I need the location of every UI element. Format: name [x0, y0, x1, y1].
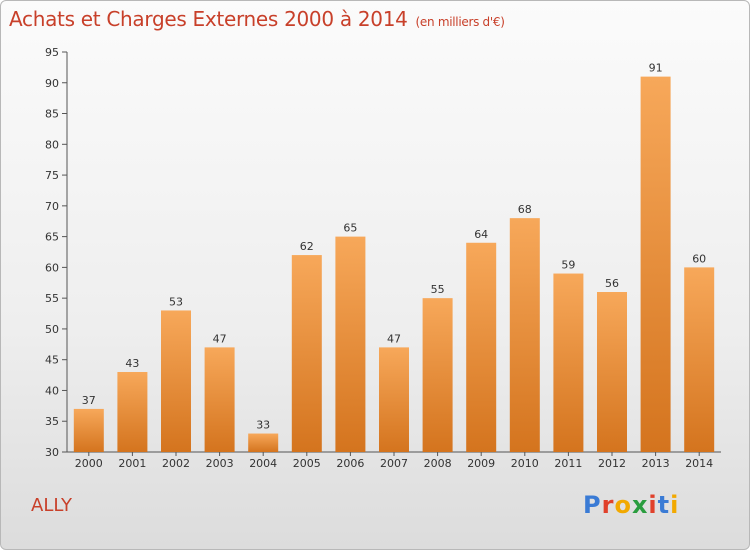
x-tick-label: 2013: [642, 457, 670, 470]
x-tick-label: 2001: [118, 457, 146, 470]
chart-subtitle: (en milliers d'€): [415, 15, 505, 29]
logo-letter: o: [614, 491, 632, 519]
x-tick-label: 2007: [380, 457, 408, 470]
data-label: 91: [649, 62, 663, 75]
x-tick-label: 2010: [511, 457, 539, 470]
y-tick-label: 60: [45, 261, 59, 274]
bar: [335, 236, 366, 452]
x-tick-label: 2004: [249, 457, 277, 470]
x-tick-label: 2003: [206, 457, 234, 470]
bar: [117, 372, 148, 452]
y-tick-label: 70: [45, 200, 59, 213]
chart-title-text: Achats et Charges Externes 2000 à 2014: [9, 7, 408, 31]
data-label: 53: [169, 295, 183, 308]
bar: [597, 292, 627, 452]
data-label: 47: [213, 332, 227, 345]
bar: [684, 267, 715, 452]
x-tick-label: 2008: [424, 457, 452, 470]
y-tick-label: 90: [45, 77, 59, 90]
bar: [73, 408, 104, 452]
y-tick-label: 40: [45, 384, 59, 397]
bar: [422, 298, 453, 452]
y-tick-label: 35: [45, 415, 59, 428]
y-tick-label: 45: [45, 354, 59, 367]
bar: [466, 242, 497, 452]
x-tick-label: 2011: [554, 457, 582, 470]
y-tick-label: 55: [45, 292, 59, 305]
y-tick-label: 65: [45, 231, 59, 244]
logo-letter: t: [657, 491, 671, 519]
bar: [204, 347, 235, 452]
bar: [379, 347, 409, 452]
data-label: 33: [256, 419, 270, 432]
bar: [161, 310, 191, 452]
bar: [248, 433, 279, 452]
logo-letter: P: [583, 491, 602, 519]
bar: [509, 218, 540, 452]
chart-title: Achats et Charges Externes 2000 à 2014 (e…: [9, 7, 505, 31]
x-tick-label: 2000: [75, 457, 103, 470]
y-tick-label: 95: [45, 46, 59, 59]
data-label: 62: [300, 240, 314, 253]
logo-letter: i: [670, 491, 680, 519]
place-name: ALLY: [31, 495, 72, 516]
logo-letter: r: [601, 491, 615, 519]
x-tick-label: 2009: [467, 457, 495, 470]
data-label: 56: [605, 277, 619, 290]
x-tick-label: 2014: [685, 457, 713, 470]
y-tick-label: 85: [45, 108, 59, 121]
data-label: 65: [343, 222, 357, 235]
data-label: 68: [518, 203, 532, 216]
x-tick-label: 2012: [598, 457, 626, 470]
data-label: 64: [474, 228, 488, 241]
data-label: 43: [125, 357, 139, 370]
bar: [640, 76, 671, 452]
x-tick-label: 2006: [336, 457, 364, 470]
x-tick-label: 2002: [162, 457, 190, 470]
data-label: 60: [692, 252, 706, 265]
logo-letter: x: [631, 491, 649, 519]
logo-letter: i: [648, 491, 658, 519]
y-tick-label: 50: [45, 323, 59, 336]
y-tick-label: 75: [45, 169, 59, 182]
bar: [553, 273, 584, 452]
proxiti-logo: Proxiti: [583, 491, 679, 519]
y-tick-label: 80: [45, 138, 59, 151]
x-tick-label: 2005: [293, 457, 321, 470]
data-label: 47: [387, 332, 401, 345]
bar: [291, 255, 322, 452]
data-label: 37: [82, 394, 96, 407]
data-label: 55: [431, 283, 445, 296]
data-label: 59: [561, 259, 575, 272]
y-tick-label: 30: [45, 446, 59, 459]
